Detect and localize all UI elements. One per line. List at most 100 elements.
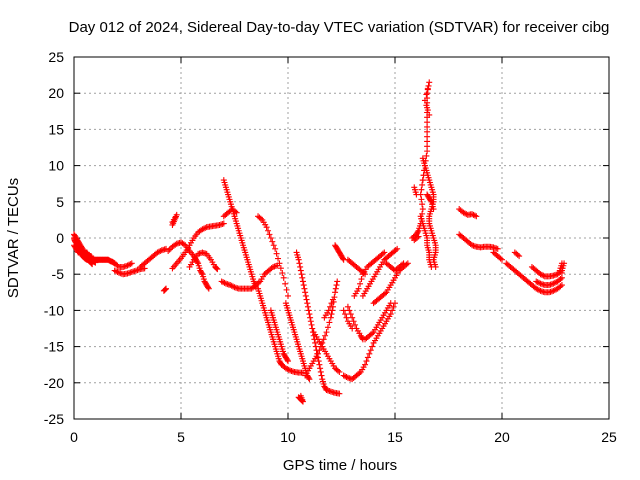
data-point [303,296,310,303]
series-arc22 [295,392,306,405]
data-point [301,285,308,292]
data-point [285,358,291,365]
data-point [334,367,341,374]
data-point [358,276,365,283]
data-point [328,311,335,318]
data-point [218,278,225,285]
series-arc6 [137,245,170,270]
series-arc11 [186,249,221,273]
data-point [387,311,394,318]
data-point [534,279,541,286]
series-arc41 [411,233,422,244]
data-point [536,279,543,286]
data-point [309,325,316,332]
data-point [349,314,356,321]
data-point [540,272,547,279]
data-point [414,228,421,235]
y-tick-label: -10 [44,302,64,318]
data-point [297,392,304,399]
data-point [422,157,429,164]
data-point [297,263,304,270]
data-point [125,261,132,268]
data-point [379,250,386,257]
data-point [423,102,430,109]
data-point [212,264,219,271]
data-point [230,283,237,290]
data-point [469,211,476,218]
data-point [329,296,336,303]
data-point [557,276,564,283]
x-tick-label: 25 [601,429,617,445]
data-point [424,107,431,114]
data-point [536,287,543,294]
data-point [114,269,121,276]
data-point [344,303,351,310]
data-point [276,260,283,267]
data-point [497,255,504,262]
data-point [367,347,374,354]
data-point [113,268,120,275]
data-point [427,197,434,204]
data-point [282,280,289,287]
data-point [550,287,557,294]
data-point [304,303,311,310]
series-arc4 [111,265,148,278]
data-point [394,245,401,252]
data-point [214,266,221,273]
data-point [220,279,227,286]
data-point [400,260,407,267]
x-tick-label: 15 [387,429,403,445]
y-tick-label: -20 [44,375,64,391]
data-point [89,261,96,268]
series-arc35 [383,260,407,274]
data-point [128,260,135,267]
data-point [161,287,168,294]
data-point [390,303,397,310]
series-arc38 [421,162,439,270]
y-tick-label: -5 [52,266,65,282]
data-points [71,79,568,405]
data-point [340,372,347,379]
data-point [318,372,325,379]
x-tick-label: 5 [177,429,185,445]
series-arc20 [323,387,343,397]
series-arc14 [218,262,281,292]
data-point [551,279,558,286]
data-point [154,249,161,256]
data-point [336,368,343,375]
data-point [323,329,330,336]
series-arc30 [340,307,356,332]
data-point [557,283,564,290]
data-point [279,269,286,276]
data-point [362,361,369,368]
data-point [320,336,327,343]
data-point [295,256,302,263]
data-point [282,365,289,372]
series-arc49 [533,260,565,289]
x-axis-label: GPS time / hours [283,457,397,474]
data-point [265,227,272,234]
data-point [339,255,346,262]
data-point [76,243,83,250]
data-point [296,260,303,267]
data-point [419,181,426,188]
data-point [114,262,121,269]
data-point [419,201,426,208]
y-tick-label: 20 [48,85,64,101]
series-arc21 [282,300,313,383]
data-point [533,285,540,292]
series-arc44 [456,231,501,252]
data-point [325,307,332,314]
data-point [424,85,431,92]
data-point [202,224,209,231]
data-point [163,285,170,292]
series-arc33 [370,260,411,307]
data-point [88,260,95,267]
y-tick-label: 25 [48,49,64,65]
data-point [272,245,279,252]
data-point [357,280,364,287]
data-point [381,249,388,256]
data-point [558,282,565,289]
data-point [334,278,341,285]
grid-lines [74,57,609,419]
